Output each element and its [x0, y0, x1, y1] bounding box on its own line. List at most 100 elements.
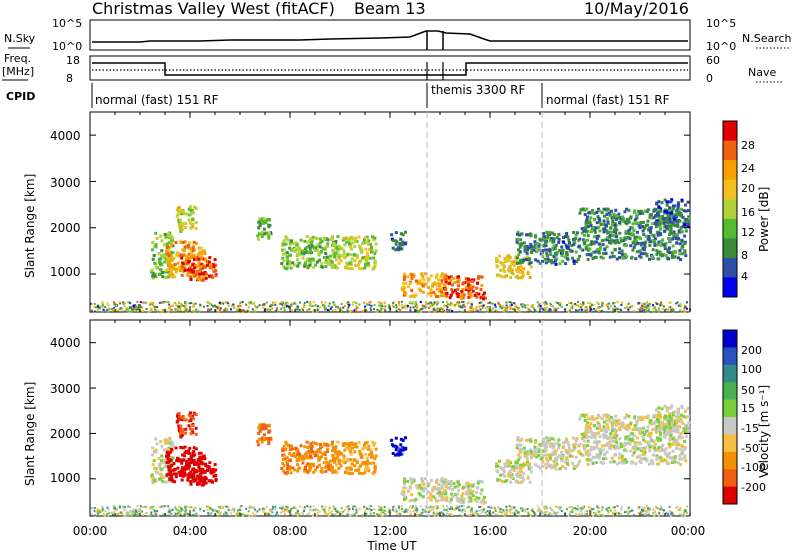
velocity-cell	[684, 459, 688, 463]
power-noise-cell	[220, 301, 223, 304]
velocity-noise-cell	[378, 513, 381, 516]
power-cell	[666, 210, 670, 214]
velocity-cell	[184, 427, 188, 431]
power-noise-cell	[384, 308, 386, 311]
power-noise-cell	[594, 310, 597, 313]
power-cell	[629, 244, 633, 248]
power-cell	[625, 244, 628, 248]
velocity-cell	[670, 404, 674, 408]
power-noise-cell	[107, 304, 110, 307]
velocity-cell	[612, 435, 616, 439]
velocity-cell	[572, 448, 576, 452]
power-noise-cell	[240, 309, 242, 311]
power-cell	[604, 251, 608, 255]
power-noise-cell	[380, 305, 382, 307]
power-cell	[558, 249, 561, 253]
power-cell	[603, 238, 607, 242]
power-noise-cell	[162, 309, 165, 312]
velocity-cell	[450, 492, 454, 496]
power-cell	[406, 285, 410, 289]
velocity-cell	[544, 466, 548, 470]
power-cell	[586, 252, 590, 256]
power-noise-cell	[133, 309, 136, 312]
power-noise-cell	[175, 303, 177, 306]
velocity-cell	[337, 461, 341, 465]
power-noise-cell	[400, 303, 403, 306]
velocity-cell	[403, 480, 407, 484]
power-cbar-tick-8: 8	[741, 249, 748, 262]
velocity-cell	[517, 453, 520, 457]
velocity-cell	[363, 443, 366, 447]
velocity-cell	[636, 427, 640, 431]
velocity-noise-cell	[400, 507, 403, 510]
velocity-cell	[431, 489, 434, 493]
velocity-cell	[181, 467, 185, 470]
velocity-noise-cell	[122, 507, 125, 510]
power-cell	[627, 208, 631, 212]
power-noise-cell	[648, 304, 651, 307]
power-cell	[534, 233, 538, 237]
velocity-cell	[163, 438, 167, 442]
power-noise-cell	[446, 303, 449, 306]
power-cell	[553, 247, 557, 251]
velocity-cell	[661, 448, 665, 452]
velocity-cell	[175, 459, 179, 463]
velocity-cell	[603, 413, 607, 417]
power-cell	[670, 198, 674, 202]
velocity-cell	[660, 445, 664, 449]
power-cell	[584, 225, 588, 229]
power-cell	[368, 248, 372, 251]
power-cell	[667, 257, 670, 261]
power-noise-cell	[101, 301, 104, 304]
velocity-noise-cell	[345, 506, 348, 509]
velocity-cell	[613, 434, 616, 438]
power-noise-cell	[340, 303, 343, 305]
power-noise-cell	[342, 306, 345, 309]
power-cell	[562, 240, 566, 244]
beam-label: Beam 13	[354, 0, 426, 18]
power-cell	[623, 220, 627, 224]
power-noise-cell	[225, 309, 228, 312]
power-noise-cell	[372, 308, 375, 310]
velocity-cell	[438, 488, 442, 492]
velocity-cell	[348, 443, 352, 447]
power-cell	[295, 243, 298, 247]
power-cell	[585, 230, 589, 234]
power-cell	[633, 243, 637, 247]
velocity-cell	[495, 469, 499, 473]
power-noise-cell	[321, 304, 324, 307]
velocity-cell	[534, 439, 538, 443]
power-noise-cell	[498, 306, 501, 309]
power-cell	[471, 280, 475, 284]
power-noise-cell	[184, 301, 187, 304]
power-noise-cell	[355, 308, 358, 311]
velocity-cell	[193, 463, 196, 466]
power-cell	[282, 259, 286, 262]
power-cell	[334, 258, 338, 262]
power-noise-cell	[297, 306, 299, 309]
power-noise-cell	[658, 308, 661, 311]
velocity-cell	[174, 446, 178, 450]
power-noise-cell	[508, 301, 511, 303]
velocity-noise-cell	[308, 512, 311, 515]
velocity-cell	[285, 442, 289, 446]
power-noise-cell	[168, 307, 171, 310]
velocity-cell	[664, 430, 668, 434]
power-cell	[512, 260, 516, 264]
velocity-noise-cell	[576, 514, 579, 516]
power-noise-cell	[582, 301, 585, 304]
power-noise-cell	[609, 305, 612, 308]
power-noise-cell	[671, 307, 673, 310]
power-cell	[469, 292, 473, 296]
velocity-cell	[135, 511, 139, 515]
velocity-cell	[316, 448, 320, 452]
velocity-cell	[301, 461, 305, 465]
power-noise-cell	[271, 307, 274, 310]
power-noise-cell	[492, 307, 495, 310]
power-cell	[448, 281, 452, 285]
velocity-cell	[610, 444, 614, 447]
velocity-cell	[198, 458, 202, 462]
velocity-cell	[543, 440, 547, 444]
power-noise-cell	[269, 305, 272, 308]
